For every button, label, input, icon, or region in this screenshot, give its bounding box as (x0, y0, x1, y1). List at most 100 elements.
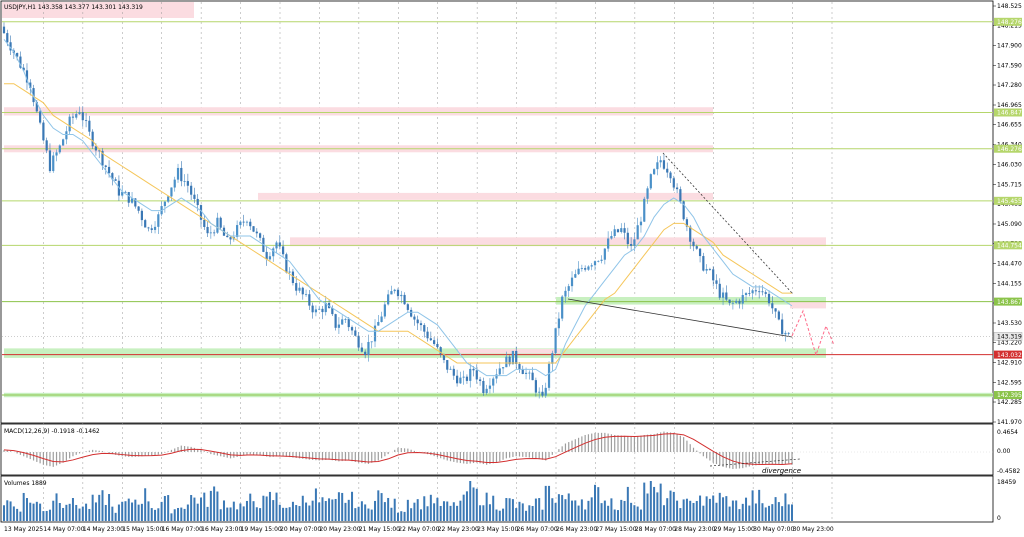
price-tick-label: 142.595 (997, 379, 1022, 386)
candle-body (419, 323, 423, 326)
volume-bar (213, 486, 216, 521)
volume-bar (676, 500, 679, 521)
candle-body (653, 169, 656, 175)
candle-body (623, 228, 626, 233)
candle-body (626, 232, 629, 245)
candle-body (25, 70, 29, 83)
volume-bar (308, 505, 311, 521)
volume-bar (39, 503, 42, 521)
macd-tick-top: 0.4654 (997, 429, 1018, 436)
main-chart-panel[interactable] (0, 0, 994, 424)
projected-path (791, 309, 835, 357)
candle-body (364, 351, 367, 355)
candle-body (456, 375, 459, 384)
macd-tick-zero: 0.00 (997, 448, 1011, 455)
candle-body (78, 112, 81, 114)
level-tag (994, 144, 1022, 153)
volume-bar (525, 510, 528, 521)
volume-bar (278, 504, 281, 521)
volume-bar (459, 500, 462, 521)
volume-bar (222, 500, 225, 521)
candle-body (587, 266, 590, 270)
volume-bar (699, 495, 702, 521)
volume-bar (521, 503, 524, 521)
candle-body (764, 292, 767, 294)
volume-bar (108, 494, 111, 521)
level-tag (994, 196, 1022, 205)
candle-body (239, 221, 242, 226)
volume-bar (758, 489, 761, 521)
volume-bar (419, 509, 422, 521)
volume-bar (229, 507, 232, 521)
macd-panel[interactable] (0, 423, 994, 476)
time-tick-label: 26 May 23:00 (556, 526, 597, 533)
candle-body (689, 226, 692, 242)
candle-body (501, 367, 505, 369)
macd-tick-bottom: -0.4582 (997, 468, 1020, 475)
volume-bar (567, 493, 570, 521)
candle-body (721, 292, 725, 298)
time-tick-label: 14 May 23:00 (83, 526, 124, 533)
candle-body (350, 327, 354, 331)
volume-bar (334, 498, 337, 521)
volume-bar (206, 506, 209, 521)
candle-body (564, 290, 567, 297)
volume-bar (301, 495, 304, 521)
candle-body (121, 191, 124, 196)
price-zone (458, 349, 560, 354)
candle-body (488, 385, 492, 389)
volume-bar (659, 483, 662, 521)
candle-body (505, 356, 508, 368)
candle-body (784, 332, 787, 335)
volume-bar (679, 508, 682, 521)
volume-bar (48, 509, 51, 521)
candle-body (459, 377, 462, 384)
candle-body (288, 271, 291, 273)
candle-body (400, 294, 403, 297)
price-tick-label: 147.280 (997, 82, 1022, 89)
candle-body (144, 220, 147, 228)
candle-body (75, 113, 78, 118)
volume-bar (551, 498, 554, 521)
volume-bar (154, 509, 157, 521)
candle-body (646, 188, 649, 199)
candle-body (111, 173, 114, 180)
level-tag (994, 391, 1022, 400)
price-axis[interactable]: 148.525 148.215 147.900 147.590 147.280 146.9… (993, 3, 1022, 426)
candle-body (360, 347, 363, 352)
divergence-annotation: divergence (762, 467, 801, 475)
volume-bar (597, 487, 600, 521)
volume-bar (416, 499, 419, 521)
volume-label: Volumes 1889 (4, 480, 47, 487)
candle-body (603, 248, 606, 260)
candle-body (528, 372, 531, 374)
candle-body (19, 56, 22, 68)
volume-bar (436, 497, 439, 521)
volume-bar (488, 504, 491, 521)
price-tick-label: 147.590 (997, 62, 1022, 69)
volume-bar (157, 508, 160, 521)
candle-body (124, 191, 127, 193)
volume-bar (751, 490, 754, 521)
candle-body (744, 293, 748, 296)
candle-body (65, 131, 68, 140)
volume-bar (114, 512, 117, 521)
candle-body (452, 368, 455, 376)
candle-body (561, 296, 564, 319)
candle-body (613, 229, 616, 237)
candle-body (682, 201, 685, 220)
candle-body (659, 160, 662, 163)
candle-body (354, 330, 357, 336)
volume-bar (177, 507, 180, 521)
candle-body (554, 328, 557, 354)
wedge-lower-trendline[interactable] (567, 298, 793, 338)
volume-bar (232, 501, 235, 521)
candle-body (643, 198, 646, 222)
price-tick-label: 143.220 (997, 340, 1022, 347)
volume-bar (672, 491, 675, 521)
volume-bar (242, 506, 245, 521)
volume-bar (544, 485, 547, 521)
volume-bar (268, 491, 271, 521)
